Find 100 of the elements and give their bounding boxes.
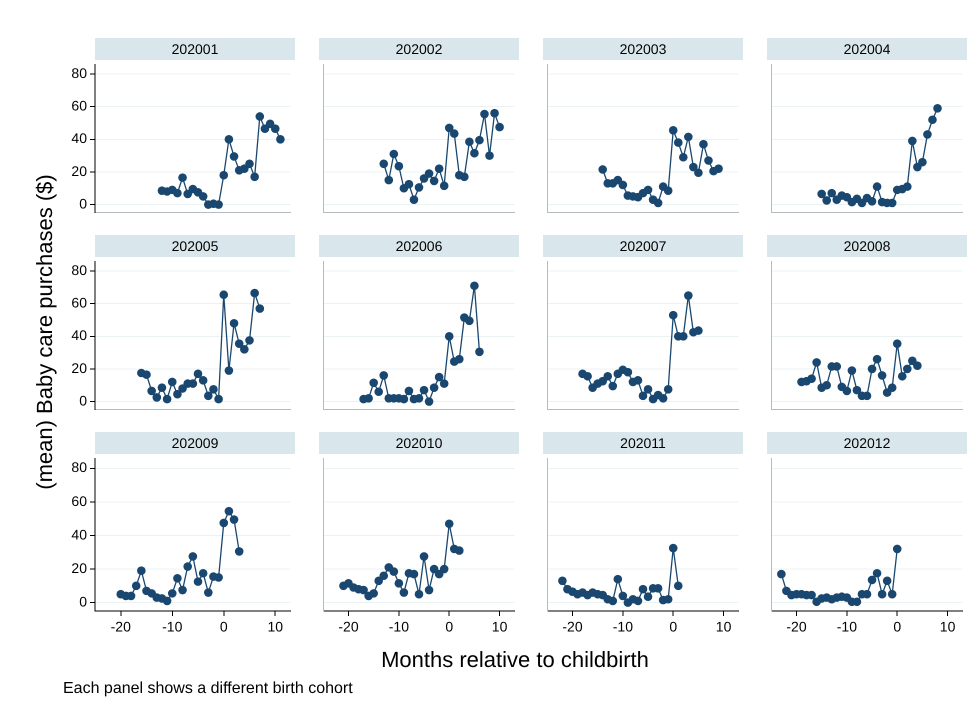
point xyxy=(256,304,264,313)
y-tick-label: 80 xyxy=(71,262,88,278)
point xyxy=(198,376,208,385)
y-tick-label: 0 xyxy=(79,593,88,610)
point xyxy=(434,372,444,382)
point xyxy=(168,378,177,386)
point xyxy=(614,176,622,184)
point xyxy=(162,596,172,606)
point xyxy=(178,173,187,182)
point xyxy=(852,386,862,394)
point xyxy=(266,120,274,128)
y-tick-label: 80 xyxy=(71,64,88,81)
y-tick-label: 40 xyxy=(71,526,88,542)
point xyxy=(714,164,723,173)
point xyxy=(414,394,424,403)
chart-title: 202005 xyxy=(95,235,295,257)
chart-title: 202006 xyxy=(319,235,519,257)
point xyxy=(644,186,652,194)
point xyxy=(674,582,683,590)
point xyxy=(440,181,448,190)
point xyxy=(908,136,917,146)
y-tick-label: 80 xyxy=(71,459,88,476)
point xyxy=(817,190,826,198)
point xyxy=(664,385,672,394)
point xyxy=(240,164,249,173)
point xyxy=(475,348,484,356)
x-tick-label: -10 xyxy=(162,618,183,634)
point xyxy=(868,576,876,584)
point xyxy=(230,318,238,328)
point xyxy=(485,151,494,160)
point xyxy=(420,552,428,561)
point xyxy=(260,124,270,134)
chart-title: 202004 xyxy=(767,38,967,60)
y-tick-label: 0 xyxy=(79,195,88,212)
point xyxy=(224,366,234,375)
point xyxy=(384,176,394,184)
point xyxy=(908,356,917,366)
point xyxy=(822,196,832,205)
point xyxy=(872,568,882,578)
y-tick-label: 20 xyxy=(71,360,88,376)
point xyxy=(420,386,428,394)
point xyxy=(888,383,896,392)
point xyxy=(608,382,618,390)
x-tick-label: 10 xyxy=(267,618,284,634)
point xyxy=(634,376,642,385)
chart-title: 202001 xyxy=(95,38,295,60)
point xyxy=(638,392,648,400)
point xyxy=(470,148,479,158)
point xyxy=(583,372,592,381)
point xyxy=(444,332,454,341)
point xyxy=(364,394,373,403)
point xyxy=(892,544,902,554)
point xyxy=(638,584,648,594)
point xyxy=(209,385,218,394)
point xyxy=(902,364,912,374)
point xyxy=(369,378,378,388)
point xyxy=(440,379,448,388)
x-tick-label: -10 xyxy=(836,618,858,634)
point xyxy=(668,126,678,135)
point xyxy=(807,374,816,384)
chart-title: 202003 xyxy=(543,38,743,60)
point xyxy=(684,132,693,142)
point xyxy=(777,570,786,578)
point xyxy=(390,567,398,576)
point xyxy=(598,165,608,174)
point xyxy=(878,371,886,380)
point xyxy=(250,288,259,298)
point xyxy=(214,394,223,404)
point xyxy=(608,596,618,606)
point xyxy=(256,112,264,121)
point xyxy=(173,390,182,399)
point xyxy=(704,156,713,165)
point xyxy=(668,544,678,552)
point xyxy=(219,170,228,180)
y-tick-label: 60 xyxy=(71,492,88,509)
point xyxy=(614,574,622,584)
point xyxy=(892,339,902,348)
point xyxy=(194,370,202,378)
point xyxy=(430,564,438,574)
point xyxy=(219,290,228,300)
point xyxy=(430,176,438,186)
point xyxy=(369,589,378,598)
point xyxy=(444,124,454,132)
point xyxy=(410,570,418,578)
y-tick-label: 60 xyxy=(71,294,88,311)
point xyxy=(234,339,244,348)
point xyxy=(404,386,414,396)
chart-title: 202012 xyxy=(767,432,967,454)
point xyxy=(168,589,177,598)
point xyxy=(872,182,882,191)
point xyxy=(394,579,404,588)
y-tick-label: 20 xyxy=(71,560,88,576)
point xyxy=(882,576,892,586)
point xyxy=(434,570,444,578)
point xyxy=(465,137,474,146)
point xyxy=(404,180,414,188)
point xyxy=(204,588,213,597)
x-tick-label: -20 xyxy=(338,618,359,634)
y-tick-label: 60 xyxy=(71,98,88,114)
chart-title: 202009 xyxy=(95,432,295,454)
